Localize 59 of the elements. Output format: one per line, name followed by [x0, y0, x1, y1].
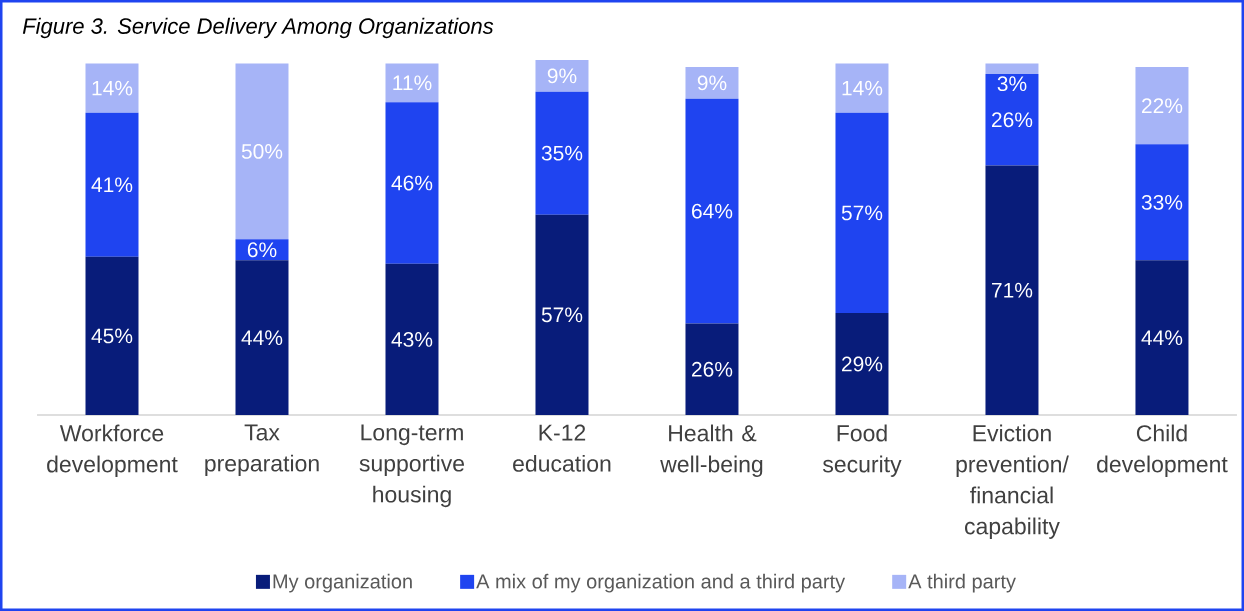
data-label: 43%: [391, 331, 433, 347]
bar: [85, 112, 139, 257]
bar: [385, 263, 439, 415]
bar: [985, 165, 1039, 415]
data-label: 50%: [241, 143, 283, 159]
bar: [835, 313, 889, 415]
chart-title: Figure 3. Service Delivery Among Organizations: [22, 17, 494, 39]
x-tick-label: Workforce development: [47, 424, 178, 477]
bar: [685, 67, 739, 99]
bar: [385, 102, 439, 264]
data-label: 26%: [692, 361, 733, 377]
bar: [385, 63, 439, 103]
bar: [835, 63, 889, 113]
x-tick-label: Long-term supportive housing: [359, 424, 465, 508]
data-label: 57%: [841, 205, 883, 221]
legend-label: A mix of my organization and a third party: [476, 573, 846, 593]
x-tick-label: Food security: [823, 424, 902, 477]
bar: [1135, 144, 1189, 261]
data-label: 9%: [697, 75, 727, 91]
legend-label: My organization: [273, 573, 412, 593]
bar: [1135, 260, 1189, 415]
data-label: 57%: [541, 307, 583, 323]
bar: [985, 74, 1039, 166]
data-label: 29%: [842, 356, 883, 372]
bar: [1135, 67, 1189, 145]
bar: [235, 63, 289, 240]
bar: [685, 323, 739, 415]
data-label: 14%: [842, 80, 883, 96]
data-label: 26%: [992, 112, 1033, 128]
data-label: 71%: [992, 282, 1033, 298]
bar: [535, 60, 589, 92]
data-label: 46%: [391, 175, 433, 191]
data-label: 64%: [692, 203, 733, 219]
x-tick-label: Child development: [1097, 424, 1228, 477]
x-tick-label: Eviction prevention/ financial capability: [956, 424, 1069, 539]
bar: [835, 112, 889, 314]
bar: [235, 260, 289, 415]
data-label: 35%: [541, 145, 583, 161]
data-label: 44%: [1141, 330, 1183, 346]
bar: [985, 63, 1039, 75]
x-tick-label: Health & well-being: [660, 424, 763, 477]
data-label: 22%: [1142, 98, 1183, 114]
data-label: 9%: [547, 68, 577, 84]
bar: [85, 63, 139, 113]
data-label: 14%: [92, 80, 133, 96]
bar: [535, 214, 589, 415]
bar: [535, 91, 589, 215]
x-tick-label: K-12 education: [513, 424, 611, 472]
data-label: 44%: [241, 330, 283, 346]
data-label: 33%: [1141, 194, 1183, 210]
bar: [85, 256, 139, 415]
bar: [685, 98, 739, 324]
data-label: 3%: [997, 76, 1027, 92]
data-label: 6%: [247, 242, 277, 258]
data-label: 11%: [393, 75, 432, 91]
data-label: 41%: [91, 177, 133, 193]
x-tick-label: Tax preparation: [205, 424, 319, 477]
legend-label: A third party: [908, 573, 1016, 593]
data-label: 45%: [91, 328, 133, 344]
